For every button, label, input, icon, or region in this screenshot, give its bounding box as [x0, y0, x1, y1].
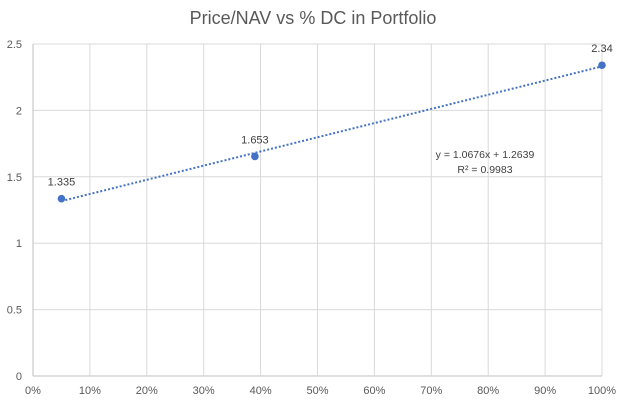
trendline-equation: y = 1.0676x + 1.2639 — [436, 149, 535, 161]
data-label: 1.653 — [241, 134, 269, 146]
data-point — [598, 61, 606, 70]
data-label: 1.335 — [48, 177, 76, 189]
x-tick-label: 50% — [306, 385, 328, 397]
trendline-layer — [61, 65, 603, 203]
y-tick-label: 0 — [16, 371, 22, 383]
trendline — [61, 65, 603, 203]
chart-title: Price/NAV vs % DC in Portfolio — [190, 8, 437, 28]
y-tick-label: 2.5 — [7, 39, 22, 51]
x-tick-label: 20% — [136, 385, 158, 397]
x-tick-label: 100% — [588, 385, 616, 397]
x-tick-label: 70% — [420, 385, 442, 397]
x-tick-label: 0% — [25, 385, 41, 397]
y-tick-label: 1 — [16, 238, 22, 250]
y-tick-label: 0.5 — [7, 305, 22, 317]
x-tick-label: 30% — [193, 385, 215, 397]
tick-labels: 0 0.5 1 1.5 2 2.5 0% 10% 20% 30% 40% 50% 60% 70% 80% 90… — [7, 39, 617, 397]
grid-lines — [32, 43, 603, 377]
data-point — [251, 152, 259, 161]
x-tick-label: 10% — [79, 385, 101, 397]
x-tick-label: 90% — [534, 385, 556, 397]
data-label: 2.34 — [591, 43, 612, 55]
trendline-r-squared: R² = 0.9983 — [457, 164, 512, 176]
data-points — [57, 61, 606, 203]
x-tick-label: 80% — [477, 385, 499, 397]
y-tick-label: 2 — [16, 105, 22, 117]
data-point — [57, 194, 66, 203]
y-tick-label: 1.5 — [7, 172, 22, 184]
x-tick-label: 60% — [363, 385, 385, 397]
data-labels: 1.335 1.653 2.34 — [48, 43, 613, 188]
x-tick-label: 40% — [250, 385, 272, 397]
